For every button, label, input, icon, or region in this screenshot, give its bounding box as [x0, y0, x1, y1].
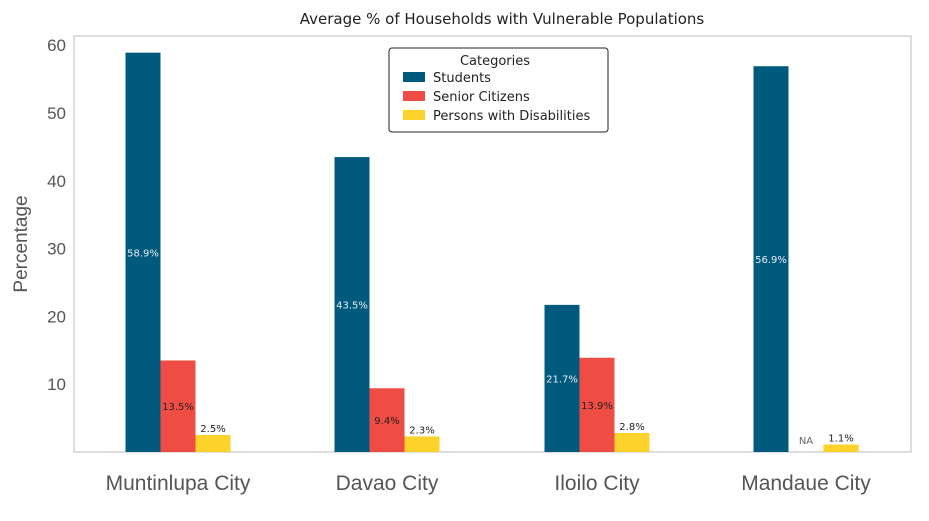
data-label-persons-with-disabilities: 2.5% [200, 424, 225, 435]
y-tick-label: 20 [47, 307, 66, 326]
y-tick-label: 50 [47, 104, 66, 123]
data-label-students: 21.7% [546, 374, 578, 385]
bar-students [753, 66, 789, 452]
bar-students [334, 157, 370, 452]
legend-label-senior-citizens: Senior Citizens [433, 90, 530, 105]
category-labels: Muntinlupa City Davao City Iloilo City Mand… [106, 472, 872, 495]
plot-frame [73, 35, 912, 453]
y-tick-label: 40 [47, 172, 66, 191]
bar-senior-citizens [579, 357, 615, 452]
legend-swatch-persons-with-disabilities [403, 110, 425, 120]
legend: Categories Students Senior Citizens Person… [388, 47, 609, 133]
bar-senior-citizens [369, 388, 405, 452]
bar-persons-with-disabilities [195, 435, 231, 452]
legend-swatch-senior-citizens [403, 91, 425, 101]
chart-title: Average % of Households with Vulnerable … [300, 10, 705, 28]
legend-label-students: Students [433, 71, 491, 86]
data-label-senior-citizens: 13.9% [581, 401, 613, 412]
data-label-persons-with-disabilities: 1.1% [828, 434, 853, 445]
y-tick-label: 60 [47, 36, 66, 55]
category-label: Muntinlupa City [106, 472, 251, 495]
data-label-students: 43.5% [336, 301, 368, 312]
data-label-persons-with-disabilities: 2.8% [619, 422, 644, 433]
bar-students [544, 304, 580, 452]
data-label-students: 56.9% [755, 255, 787, 266]
bar-persons-with-disabilities [404, 436, 440, 452]
y-tick-label: 10 [47, 375, 66, 394]
legend-title: Categories [460, 54, 530, 69]
y-axis-label: Percentage [11, 195, 32, 292]
data-label-senior-citizens: 13.5% [162, 402, 194, 413]
bar-students [125, 52, 161, 453]
data-label-persons-with-disabilities: 2.3% [409, 425, 434, 436]
bars: 58.9% 13.5% 2.5% 43.5% 9.4% 2.3% 21.7% 13.9% 2.8… [125, 52, 859, 453]
bar-persons-with-disabilities [614, 433, 650, 452]
category-label: Iloilo City [554, 472, 640, 495]
data-label-senior-citizens: 9.4% [374, 416, 399, 427]
data-label-senior-citizens: NA [799, 436, 813, 447]
legend-label-persons-with-disabilities: Persons with Disabilities [433, 109, 590, 124]
data-label-students: 58.9% [127, 248, 159, 259]
bar-senior-citizens [160, 360, 196, 452]
category-label: Davao City [336, 472, 439, 495]
category-label: Mandaue City [741, 472, 871, 495]
y-axis-ticks: 10 20 30 40 50 60 [47, 36, 66, 394]
legend-swatch-students [403, 72, 425, 82]
y-tick-label: 30 [47, 240, 66, 259]
legend-box [388, 47, 609, 133]
bar-persons-with-disabilities [823, 444, 859, 452]
